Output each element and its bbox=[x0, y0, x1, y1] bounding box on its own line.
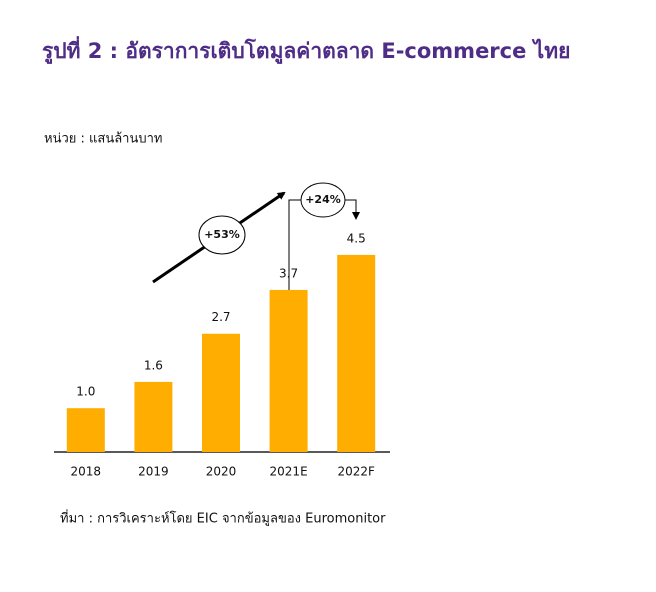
value-label: 2.7 bbox=[211, 310, 230, 324]
value-label: 4.5 bbox=[347, 231, 366, 245]
value-label: 1.6 bbox=[144, 358, 163, 372]
source: ที่มา : การวิเคราะห์โดย EIC จากข้อมูลของ… bbox=[60, 510, 386, 527]
bar bbox=[66, 408, 105, 452]
bar bbox=[134, 381, 173, 452]
x-tick-label: 2019 bbox=[138, 465, 169, 479]
x-tick-label: 2021E bbox=[270, 465, 308, 479]
bracket bbox=[288, 199, 302, 290]
x-tick-label: 2018 bbox=[71, 465, 102, 479]
annotation: +53% bbox=[204, 228, 240, 241]
unit-label: หน่วย : แสนล้านบาท bbox=[44, 132, 163, 147]
value-label: 1.0 bbox=[76, 385, 95, 399]
bar bbox=[337, 254, 376, 452]
chart-title: รูปที่ 2 : อัตราการเติบโตมูลค่าตลาด E-co… bbox=[42, 35, 570, 65]
annotation-bubble bbox=[198, 215, 246, 255]
x-tick-label: 2022F bbox=[337, 465, 375, 479]
bracket bbox=[345, 199, 360, 220]
x-tick-label: 2020 bbox=[206, 465, 237, 479]
annotation-bubble bbox=[300, 182, 346, 218]
bar bbox=[269, 289, 308, 452]
value-label: 3.7 bbox=[279, 266, 298, 280]
annotation: +24% bbox=[305, 193, 341, 206]
bar bbox=[202, 333, 240, 452]
